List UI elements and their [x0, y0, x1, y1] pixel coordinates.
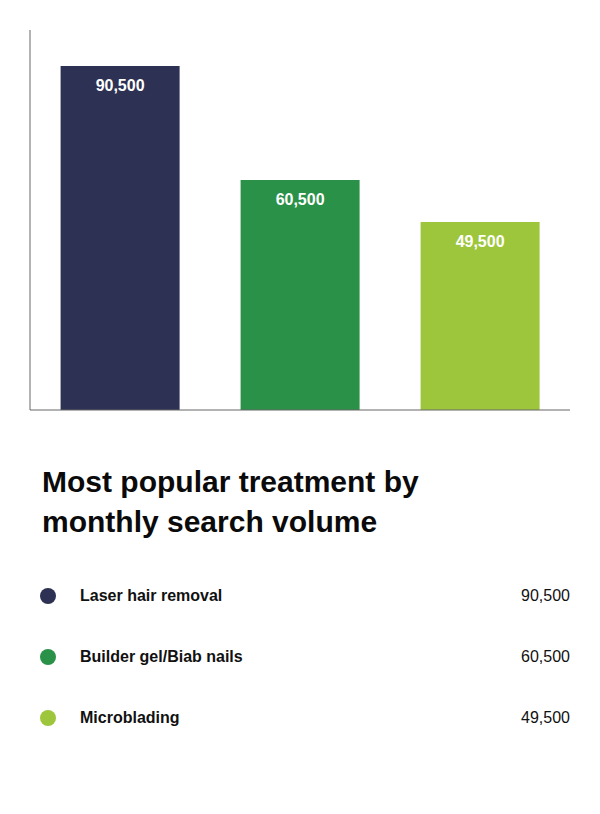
html-text:49,500: 49,500 [521, 708, 570, 726]
svg-text:49,500: 49,500 [456, 233, 505, 250]
html-text:Builder gel/Biab nails: Builder gel/Biab nails [80, 647, 243, 665]
html-text:60,500: 60,500 [521, 647, 570, 665]
svg-text:60,500: 60,500 [276, 191, 325, 208]
html-text:Laser hair removal: Laser hair removal [80, 586, 223, 604]
html-text:Most popular treatment by: Most popular treatment by [42, 465, 419, 498]
html-text:monthly search volume: monthly search volume [42, 505, 378, 538]
html-text:Microblading: Microblading [80, 708, 180, 726]
svg-text:90,500: 90,500 [96, 77, 145, 94]
html-text:90,500: 90,500 [521, 586, 570, 604]
